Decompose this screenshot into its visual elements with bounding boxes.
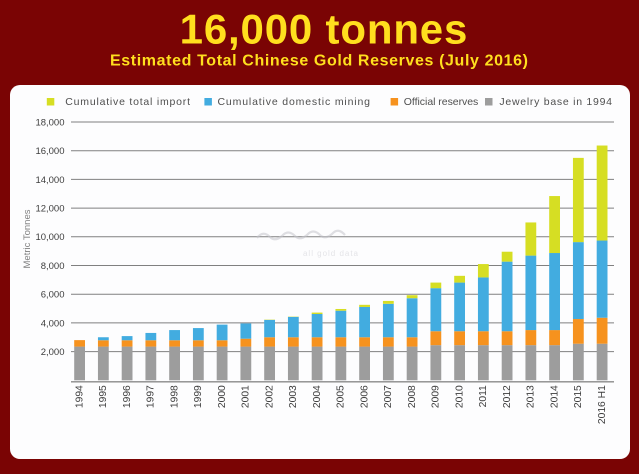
svg-text:2015: 2015 — [573, 385, 584, 408]
svg-text:2016 H1: 2016 H1 — [597, 385, 608, 424]
svg-text:Jewelry base in 1994: Jewelry base in 1994 — [499, 96, 612, 108]
svg-text:2009: 2009 — [431, 385, 442, 408]
svg-text:2005: 2005 — [336, 385, 347, 408]
svg-text:12,000: 12,000 — [35, 204, 64, 215]
svg-text:8,000: 8,000 — [41, 261, 65, 272]
svg-text:1997: 1997 — [146, 385, 157, 408]
svg-text:2001: 2001 — [241, 385, 252, 408]
svg-text:2012: 2012 — [502, 385, 513, 408]
svg-text:2011: 2011 — [478, 385, 489, 407]
svg-text:16,000: 16,000 — [35, 146, 64, 157]
svg-text:1994: 1994 — [74, 385, 85, 408]
svg-text:2003: 2003 — [288, 385, 299, 408]
svg-text:14,000: 14,000 — [35, 175, 64, 186]
svg-text:2000: 2000 — [217, 385, 228, 408]
svg-text:6,000: 6,000 — [41, 290, 65, 301]
svg-text:2013: 2013 — [526, 385, 537, 408]
svg-text:2008: 2008 — [407, 385, 418, 408]
svg-text:16,000 tonnes: 16,000 tonnes — [180, 6, 468, 53]
svg-text:18,000: 18,000 — [35, 117, 64, 128]
svg-text:1998: 1998 — [169, 385, 180, 408]
svg-text:2006: 2006 — [359, 385, 370, 408]
svg-text:Official reserves: Official reserves — [404, 96, 479, 108]
svg-text:10,000: 10,000 — [35, 232, 64, 243]
svg-text:Cumulative total import: Cumulative total import — [65, 96, 190, 108]
svg-text:2014: 2014 — [549, 385, 560, 408]
svg-text:4,000: 4,000 — [41, 318, 65, 329]
svg-text:2002: 2002 — [264, 385, 275, 408]
svg-text:1995: 1995 — [98, 385, 109, 408]
svg-text:2010: 2010 — [454, 385, 465, 408]
svg-text:1996: 1996 — [122, 385, 133, 408]
svg-text:Metric Tonnes: Metric Tonnes — [22, 209, 33, 268]
svg-text:2004: 2004 — [312, 385, 323, 408]
svg-text:Cumulative domestic mining: Cumulative domestic mining — [218, 96, 371, 108]
svg-text:1999: 1999 — [193, 385, 204, 408]
svg-text:2007: 2007 — [383, 385, 394, 408]
svg-text:all gold data: all gold data — [303, 249, 359, 258]
svg-text:Estimated Total Chinese Gold R: Estimated Total Chinese Gold Reserves (J… — [110, 52, 528, 69]
svg-text:2,000: 2,000 — [41, 347, 65, 358]
